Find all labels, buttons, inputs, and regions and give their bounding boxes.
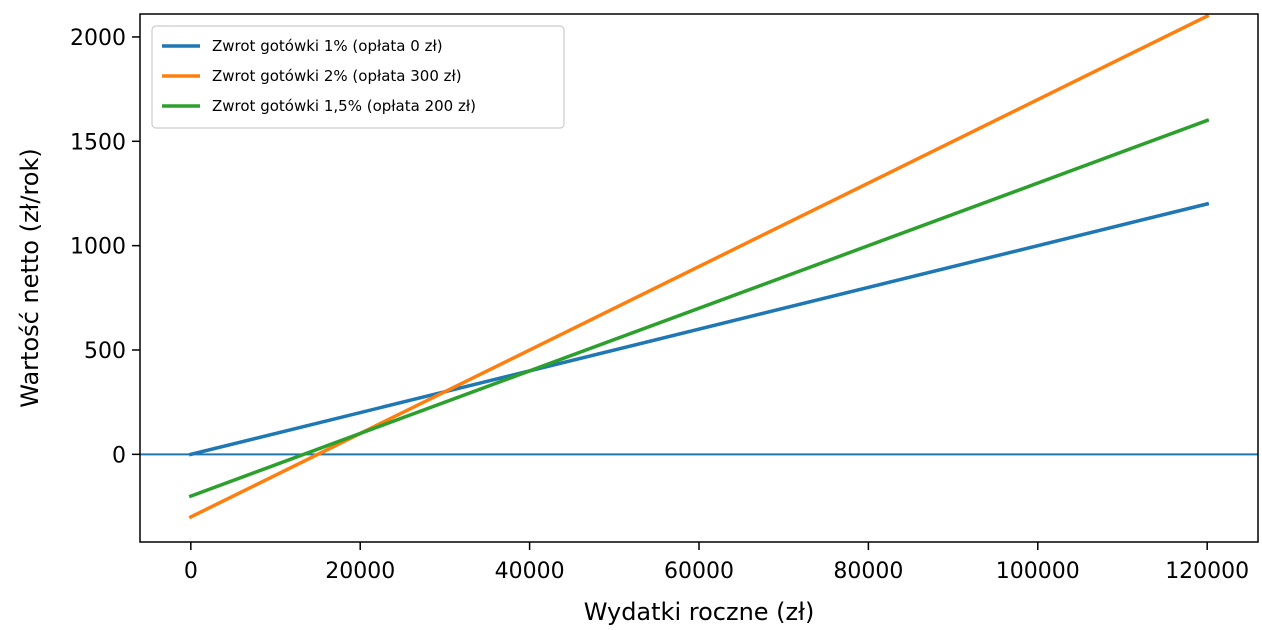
x-tick-label: 20000 [325, 559, 395, 584]
y-tick-label: 500 [84, 339, 126, 364]
x-tick-label: 100000 [996, 559, 1080, 584]
x-axis-ticks: 0 20000 40000 60000 80000 100000 120000 [184, 542, 1249, 584]
series-lines [140, 14, 1258, 520]
y-tick-label: 1500 [70, 130, 126, 155]
series-line-3 [188, 118, 1210, 499]
x-tick-label: 80000 [833, 559, 903, 584]
y-tick-label: 1000 [70, 235, 126, 260]
legend-label-1: Zwrot gotówki 1% (opłata 0 zł) [212, 37, 443, 55]
legend-box [151, 25, 565, 129]
y-axis-label: Wartość netto (zł/rok) [16, 148, 44, 407]
series-line-1 [188, 201, 1210, 457]
y-tick-label: 2000 [70, 26, 126, 51]
x-axis-label: Wydatki roczne (zł) [584, 598, 815, 626]
legend: Zwrot gotówki 1% (opłata 0 zł) Zwrot gotó… [151, 25, 565, 129]
legend-label-3: Zwrot gotówki 1,5% (opłata 200 zł) [212, 97, 476, 115]
legend-label-2: Zwrot gotówki 2% (opłata 300 zł) [212, 67, 462, 85]
x-tick-label: 120000 [1165, 559, 1249, 584]
y-tick-label: 0 [112, 443, 126, 468]
x-tick-label: 60000 [664, 559, 734, 584]
x-tick-label: 40000 [495, 559, 565, 584]
x-tick-label: 0 [184, 559, 198, 584]
y-axis-ticks: 0 500 1000 1500 2000 [70, 26, 140, 468]
